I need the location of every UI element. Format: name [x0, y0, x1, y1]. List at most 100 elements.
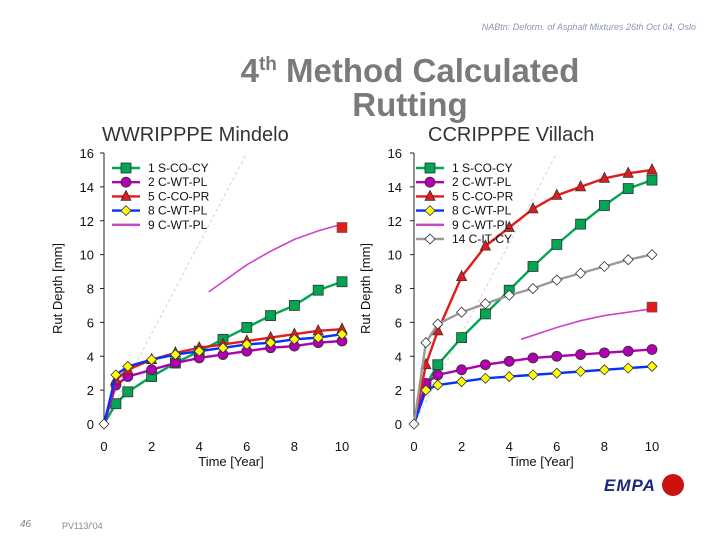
right-chart-subtitle: CCRIPPPE Villach — [428, 124, 595, 146]
data-point — [432, 369, 444, 381]
series-extra — [646, 301, 658, 313]
legend-marker — [424, 233, 436, 245]
legend-marker — [424, 189, 436, 201]
series-line — [412, 253, 653, 425]
data-point — [551, 350, 563, 362]
y-tick-label: 8 — [87, 282, 94, 297]
data-point — [622, 183, 634, 194]
data-point — [646, 344, 658, 355]
x-tick-label: 10 — [645, 439, 659, 454]
series-14-c-it-cy — [412, 249, 658, 425]
data-point — [622, 166, 634, 178]
data-point — [456, 306, 468, 318]
y-tick-label: 14 — [80, 180, 94, 195]
data-point — [598, 364, 610, 376]
footer-code: PV113/'04 — [62, 521, 103, 531]
data-point — [420, 384, 432, 396]
data-point — [599, 347, 610, 359]
data-point — [432, 318, 444, 330]
data-point — [551, 367, 563, 379]
legend-marker — [120, 176, 132, 188]
legend-label: 2 C-WT-PL — [148, 175, 208, 189]
legend-label: 8 C-WT-PL — [148, 204, 208, 218]
data-point — [336, 222, 348, 233]
x-axis-label: Time [Year] — [198, 454, 264, 469]
x-tick-label: 10 — [335, 439, 349, 454]
x-tick-label: 4 — [506, 439, 513, 454]
data-point — [575, 218, 586, 230]
data-point — [527, 201, 539, 214]
data-point — [551, 239, 563, 250]
legend-label: 9 C-WT-PL — [452, 218, 512, 232]
x-axis-label: Time [Year] — [508, 454, 574, 469]
y-tick-label: 10 — [388, 248, 402, 263]
data-point — [646, 301, 658, 313]
x-tick-label: 0 — [410, 439, 417, 454]
data-point — [527, 352, 539, 364]
empa-logo: EMPA — [604, 476, 656, 495]
series-8-c-wt-pl — [102, 328, 348, 425]
data-point — [312, 284, 324, 296]
data-point — [503, 371, 515, 383]
data-point — [479, 359, 491, 371]
legend-marker — [424, 176, 436, 188]
title-sup: th — [258, 54, 277, 75]
series-line — [412, 168, 653, 425]
y-tick-label: 16 — [80, 146, 94, 161]
data-point — [551, 188, 563, 200]
data-point — [527, 261, 539, 272]
page-number: 46 — [20, 519, 32, 530]
data-point — [479, 298, 491, 310]
legend-marker — [424, 162, 436, 174]
data-point — [622, 362, 634, 374]
data-point — [622, 345, 634, 357]
data-point — [217, 342, 229, 354]
page-title: 4th Method Calculated Rutting — [200, 48, 620, 122]
empa-logo-mark — [662, 474, 684, 496]
legend-label: 5 C-CO-PR — [148, 189, 210, 203]
series-5-c-co-pr — [412, 163, 658, 425]
data-point — [169, 348, 181, 361]
data-point — [265, 337, 277, 349]
y-axis-label: Rut Depth [mm] — [358, 243, 373, 334]
series-2-c-wt-pl — [412, 344, 658, 425]
title-prefix: 4 — [240, 52, 259, 89]
y-tick-label: 6 — [87, 315, 94, 330]
y-tick-label: 6 — [395, 315, 402, 330]
chart-1: 0 2 4 6 8 10 12 14 16 0 2 4 6 8 10 Time [Year] Rut Depth… — [50, 146, 349, 469]
data-point — [288, 333, 300, 345]
data-point — [598, 171, 611, 183]
chart-2: 0 2 4 6 8 10 12 14 16 0 2 4 6 8 10 Time [Year] Rut Depth… — [358, 146, 659, 469]
x-tick-label: 6 — [553, 439, 560, 454]
data-point — [575, 349, 586, 360]
legend-label: 8 C-WT-PL — [452, 204, 512, 218]
y-tick-label: 10 — [80, 248, 94, 263]
y-tick-label: 14 — [388, 180, 402, 195]
data-point — [622, 254, 634, 266]
data-point — [575, 365, 587, 378]
data-point — [122, 360, 134, 372]
data-point — [598, 260, 610, 273]
data-point — [551, 274, 563, 286]
data-point — [193, 345, 205, 357]
series-extra — [336, 222, 348, 233]
data-point — [110, 369, 122, 381]
legend-label: 9 C-WT-PL — [148, 218, 208, 232]
data-point — [455, 269, 468, 282]
legend-label: 2 C-WT-PL — [452, 175, 512, 189]
series-8-c-wt-pl — [412, 360, 658, 425]
data-point — [288, 300, 300, 311]
origin-point — [98, 418, 110, 430]
legend-marker — [120, 162, 132, 174]
legend-marker — [120, 189, 132, 201]
data-point — [336, 328, 348, 340]
data-point — [122, 386, 134, 398]
data-point — [646, 360, 658, 372]
y-tick-label: 4 — [87, 349, 94, 364]
y-tick-label: 12 — [80, 214, 94, 229]
x-tick-label: 8 — [291, 439, 298, 454]
y-axis-label: Rut Depth [mm] — [50, 243, 65, 334]
series-9-c-wt-pl — [520, 308, 653, 341]
data-point — [479, 308, 491, 320]
